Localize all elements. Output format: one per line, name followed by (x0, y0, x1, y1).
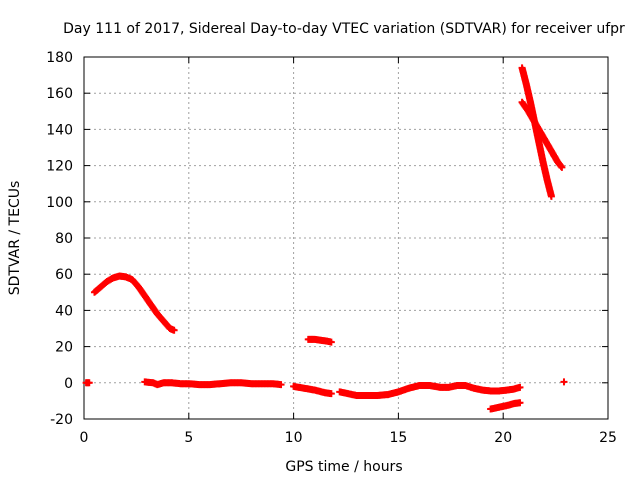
data-series-segment-9 (518, 98, 566, 171)
y-tick-label: 0 (64, 376, 73, 392)
data-series-segment-6 (336, 382, 524, 399)
y-tick-label: 80 (55, 231, 73, 247)
y-axis-title: SDTVAR / TECUs (7, 181, 23, 296)
chart-title: Day 111 of 2017, Sidereal Day-to-day VTE… (63, 21, 625, 37)
x-tick-label: 0 (80, 430, 89, 446)
y-tick-label: 120 (46, 159, 73, 175)
x-tick-label: 5 (184, 430, 193, 446)
data-series-segment-1 (82, 379, 93, 387)
data-series-segment-4 (290, 382, 335, 398)
axis-ticks: 0 5 10 15 20 25 -20 0 20 40 60 80 100 120 140 160 180 (46, 50, 617, 446)
y-tick-label: 180 (46, 50, 73, 66)
y-tick-label: 60 (55, 267, 73, 283)
data-series-segment-7 (487, 399, 524, 413)
data-series-segment-2 (90, 272, 178, 334)
data-points (82, 64, 568, 413)
data-series-segment-10 (560, 378, 568, 386)
y-tick-label: -20 (50, 412, 73, 428)
y-tick-label: 20 (55, 340, 73, 356)
x-tick-label: 15 (389, 430, 407, 446)
x-tick-label: 20 (494, 430, 512, 446)
data-series-segment-3 (141, 378, 285, 389)
x-axis-title: GPS time / hours (285, 459, 402, 475)
y-tick-label: 100 (46, 195, 73, 211)
grid (84, 57, 608, 419)
y-tick-label: 40 (55, 303, 73, 319)
y-tick-label: 160 (46, 86, 73, 102)
x-tick-label: 25 (599, 430, 617, 446)
x-tick-label: 10 (285, 430, 303, 446)
y-tick-label: 140 (46, 122, 73, 138)
data-series-segment-5 (304, 335, 335, 346)
